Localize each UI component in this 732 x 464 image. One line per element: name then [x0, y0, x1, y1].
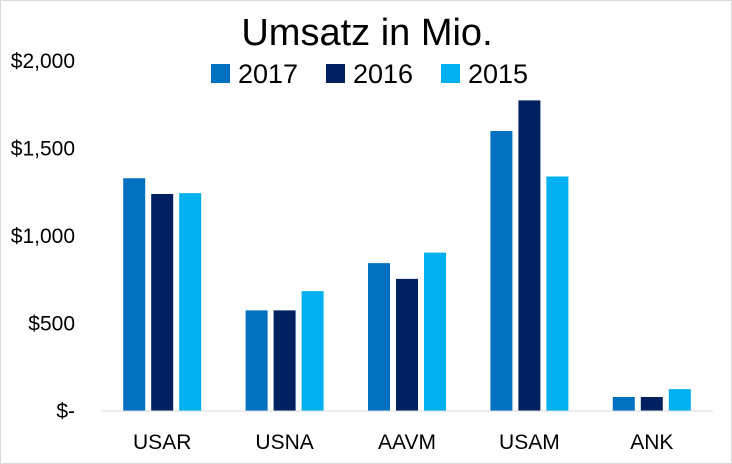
bar-ank-2015 [668, 389, 691, 411]
bars [123, 100, 691, 411]
y-tick-label: $1,000 [11, 225, 75, 248]
y-tick-label: $- [56, 400, 75, 423]
legend-swatch [326, 64, 345, 83]
legend-swatch [211, 64, 230, 83]
legend-label: 2016 [353, 59, 413, 89]
x-tick-label: AAVM [378, 431, 436, 454]
y-tick-label: $1,500 [11, 138, 75, 161]
bar-aavm-2015 [424, 252, 446, 411]
x-tick-label: USAR [133, 431, 191, 454]
bar-usam-2017 [490, 131, 513, 411]
bar-usar-2017 [123, 178, 146, 411]
legend-swatch [441, 64, 460, 83]
bar-usna-2015 [301, 291, 324, 411]
x-tick-label: USNA [255, 431, 313, 454]
legend-label: 2015 [468, 59, 528, 89]
legend: 2017 2016 2015 [211, 59, 528, 89]
bar-usna-2017 [245, 310, 268, 411]
bar-usam-2015 [546, 176, 569, 411]
bar-aavm-2017 [368, 263, 390, 411]
bar-usar-2015 [179, 193, 202, 411]
legend-label: 2017 [238, 59, 298, 89]
bar-ank-2017 [612, 397, 635, 411]
bar-ank-2016 [640, 397, 663, 411]
bar-usar-2016 [151, 194, 174, 411]
bar-aavm-2016 [396, 278, 418, 411]
y-tick-label: $500 [28, 313, 75, 336]
x-tick-label: ANK [630, 431, 673, 454]
bar-usam-2016 [518, 100, 541, 411]
bar-usna-2016 [273, 310, 296, 411]
y-tick-label: $2,000 [11, 50, 75, 73]
chart-title: Umsatz in Mio. [241, 12, 492, 54]
x-tick-label: USAM [499, 431, 560, 454]
y-axis: $- $500 $1,000 $1,500 $2,000 [11, 50, 75, 423]
x-axis: USAR USNA AAVM USAM ANK [133, 431, 673, 454]
